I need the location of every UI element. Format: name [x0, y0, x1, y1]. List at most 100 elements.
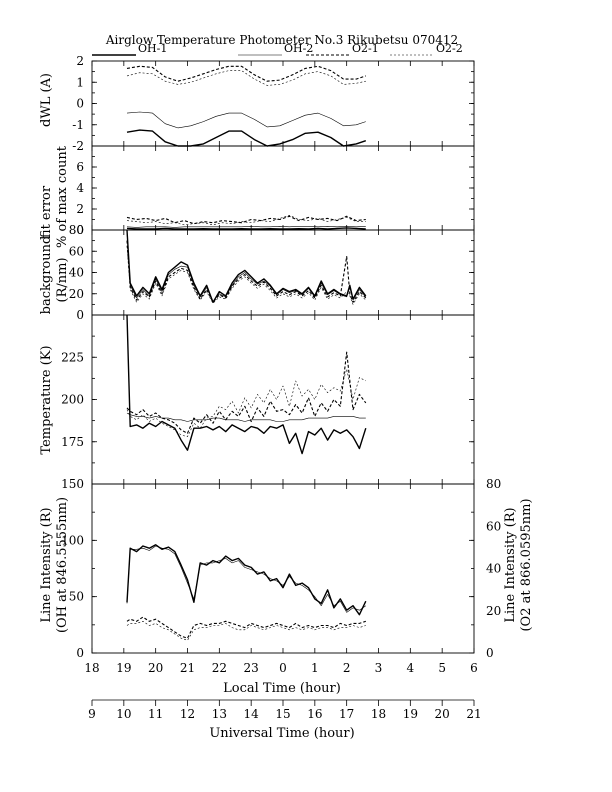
- ut-tick-label: 16: [307, 707, 322, 721]
- x-axes: Local Time (hour) Universal Time (hour) …: [84, 661, 481, 741]
- legend-label-oh-1: OH-1: [138, 42, 167, 55]
- local-time-tick-label: 22: [212, 661, 227, 675]
- local-time-tick-label: 5: [438, 661, 446, 675]
- local-time-tick-label: 1: [311, 661, 319, 675]
- y-tick-label: 20: [69, 287, 84, 301]
- local-time-axis-label: Local Time (hour): [223, 681, 341, 696]
- legend-label-o2-1: O2-1: [352, 42, 379, 55]
- chart-title: Airglow Temperature Photometer No.3 Riku…: [105, 33, 458, 47]
- y-axis-label-2: (OH at 846.5555nm): [55, 497, 70, 633]
- y-tick-label: 50: [69, 590, 84, 604]
- panel-3: 80 60 40 20 0 background (R/nm): [39, 223, 475, 322]
- local-time-tick-label: 4: [407, 661, 415, 675]
- ut-tick-label: 12: [180, 707, 195, 721]
- ut-tick-label: 21: [466, 707, 481, 721]
- panel-2: 6 4 2 0 fit error% of max count: [39, 145, 475, 248]
- y-tick-label: 0: [76, 646, 84, 660]
- ut-tick-label: 15: [275, 707, 290, 721]
- y-tick-label: 2: [76, 202, 84, 216]
- panel-frame: [91, 483, 475, 654]
- local-time-tick-label: 0: [279, 661, 287, 675]
- y-tick-label: 2: [76, 54, 84, 68]
- legend: OH-1 OH-2 O2-1 O2-2: [92, 42, 463, 56]
- y2-tick-label: 20: [486, 604, 501, 618]
- y-axis-label-2: (R/nm): [55, 257, 70, 302]
- y2-tick-label: 0: [486, 646, 494, 660]
- y-axis-label: Temperature (K): [39, 345, 54, 454]
- local-time-tick-label: 2: [343, 661, 351, 675]
- local-time-tick-label: 18: [84, 661, 99, 675]
- y-tick-label: 6: [76, 160, 84, 174]
- series-line-oh-1: [126, 229, 367, 303]
- series-line-oh-2: [126, 111, 366, 129]
- series-line-o2-2: [126, 70, 366, 86]
- local-time-tick-label: 21: [180, 661, 195, 675]
- series-line-o2-2: [126, 215, 366, 226]
- y-tick-label: 175: [61, 435, 84, 449]
- series-line-oh-2: [126, 232, 367, 302]
- ut-tick-label: 13: [212, 707, 227, 721]
- y-axis-label: background: [39, 236, 54, 315]
- ut-tick-label: 18: [371, 707, 386, 721]
- panel-4: 225 200 175 Temperature (K): [39, 314, 475, 485]
- series-line-o2-1: [126, 351, 367, 434]
- series-line-o2-2: [126, 245, 367, 305]
- panel-frame: [91, 229, 475, 316]
- y-tick-label: 0: [76, 97, 84, 111]
- y-axis-label: Line Intensity (R): [39, 507, 54, 622]
- series-line-o2-1: [126, 616, 366, 639]
- y2-tick-label: 60: [486, 519, 501, 533]
- series-line-o2-1: [126, 65, 366, 82]
- y-tick-label: 4: [76, 181, 84, 195]
- y-tick-label: 1: [76, 75, 84, 89]
- ut-tick-label: 19: [403, 707, 418, 721]
- y-axis-label: dWL (A): [39, 73, 54, 127]
- ut-tick-label: 11: [148, 707, 163, 721]
- y-tick-label: -2: [72, 139, 84, 153]
- y-tick-label: 60: [69, 244, 84, 258]
- y-tick-label: -1: [72, 118, 84, 132]
- local-time-tick-label: 19: [116, 661, 131, 675]
- local-time-tick-label: 3: [375, 661, 383, 675]
- ut-tick-label: 14: [244, 707, 260, 721]
- local-time-tick-label: 20: [148, 661, 163, 675]
- series-line-o2-1: [126, 215, 366, 225]
- local-time-tick-label: 6: [470, 661, 478, 675]
- y-tick-label: 100: [61, 533, 84, 547]
- legend-label-o2-2: O2-2: [436, 42, 463, 55]
- y-tick-label: 80: [69, 223, 84, 237]
- ut-tick-label: 20: [435, 707, 450, 721]
- series-line-oh-1: [126, 227, 366, 230]
- y-axis-label-2: % of max count: [55, 145, 70, 248]
- y-tick-label: 225: [61, 350, 84, 364]
- legend-label-oh-2: OH-2: [284, 42, 313, 55]
- local-time-tick-label: 23: [244, 661, 259, 675]
- y-tick-label: 150: [61, 477, 84, 491]
- panel-frame: [91, 60, 475, 147]
- series-line-oh-1: [126, 544, 367, 616]
- y2-tick-label: 40: [486, 562, 501, 576]
- ut-tick-label: 17: [339, 707, 354, 721]
- series-line-o2-2: [126, 620, 366, 641]
- universal-time-axis-label: Universal Time (hour): [209, 726, 354, 741]
- y-tick-label: 0: [76, 223, 84, 237]
- panel-frame: [91, 145, 475, 231]
- y2-axis-label-2: (O2 at 866.0595nm): [519, 498, 534, 631]
- panel-frame: [91, 314, 475, 485]
- series-line-oh-2: [126, 226, 366, 228]
- y-tick-label: 200: [61, 393, 84, 407]
- series-line-oh-2: [126, 545, 366, 613]
- y2-tick-label: 80: [486, 477, 501, 491]
- y-axis-label: fit error: [39, 185, 54, 238]
- series-line-oh-1: [126, 129, 367, 147]
- series-line-o2-2: [126, 368, 366, 438]
- ut-tick-label: 10: [116, 707, 131, 721]
- ut-tick-label: 9: [88, 707, 96, 721]
- panel-1: 2 1 0 -1 -2 dWL (A): [39, 54, 475, 153]
- series-line-oh-1: [126, 314, 367, 455]
- y2-axis-label: Line Intensity (R): [503, 507, 518, 622]
- y-tick-label: 40: [69, 266, 84, 280]
